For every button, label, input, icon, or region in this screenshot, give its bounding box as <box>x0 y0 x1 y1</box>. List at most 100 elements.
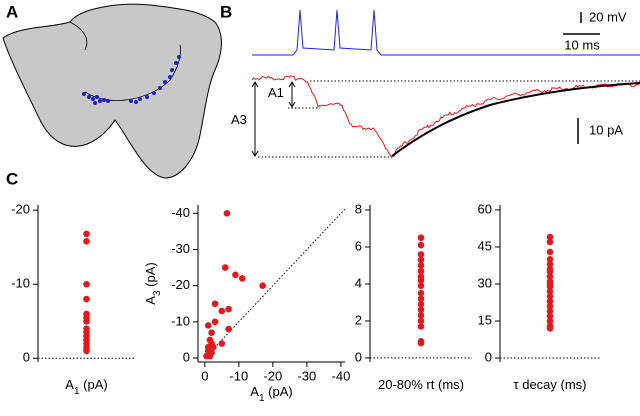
data-point <box>417 256 425 264</box>
data-point <box>225 305 232 313</box>
data-point <box>546 283 554 290</box>
current-trace <box>251 75 640 158</box>
panel-label: B <box>220 2 232 21</box>
y-tick-label: 0 <box>183 349 190 364</box>
data-point <box>546 312 554 320</box>
data-point <box>225 325 232 333</box>
data-point <box>417 262 425 269</box>
trace-label-part: A <box>268 85 277 100</box>
fit-curve <box>391 82 640 157</box>
data-point <box>417 241 425 249</box>
scale-label: 10 pA <box>589 122 623 137</box>
y-tick-label: 60 <box>478 201 492 216</box>
y-tick-label: -20 <box>11 202 30 217</box>
data-point <box>83 280 90 288</box>
y-tick-label: 8 <box>355 201 362 216</box>
cell-dots <box>82 55 181 105</box>
data-point <box>546 293 554 300</box>
trace-label: A3 <box>231 112 247 127</box>
data-point <box>232 271 239 279</box>
data-point <box>218 340 226 347</box>
data-point <box>83 230 90 238</box>
y-tick-label: -20 <box>171 277 190 292</box>
y-tick-label: 4 <box>355 275 362 290</box>
x-tick-label: -20 <box>263 368 282 383</box>
panel-label: C <box>6 169 18 188</box>
x-axis-label-part: 1 <box>74 386 80 397</box>
slice-outline <box>2 3 222 179</box>
x-axis-label: A1 (pA) <box>250 384 292 404</box>
data-point <box>210 343 217 351</box>
x-axis-label-part: A <box>250 384 259 399</box>
data-point <box>417 323 425 330</box>
y-tick-label: 0 <box>485 349 492 364</box>
reference-lines <box>258 80 640 158</box>
y-tick-label: -10 <box>11 276 30 291</box>
data-point <box>221 264 229 271</box>
data-point <box>417 251 425 258</box>
data-point <box>546 256 554 263</box>
data-point <box>546 325 554 332</box>
data-point <box>417 317 425 325</box>
y-tick-label: 15 <box>478 312 492 327</box>
trace-label: A1 <box>268 85 284 100</box>
data-point <box>417 289 425 297</box>
data-point <box>417 295 425 303</box>
data-point <box>417 312 425 319</box>
y-axis-label-part: 3 <box>152 290 163 296</box>
y-axis-label-part: (pA) <box>143 262 158 290</box>
voltage-trace <box>252 9 640 56</box>
trace-label-part: A <box>231 112 240 127</box>
data-point <box>238 275 246 282</box>
x-axis-label: τ decay (ms) <box>513 377 586 392</box>
data-point <box>204 322 212 329</box>
trace-label-part: 1 <box>277 85 284 100</box>
data-point <box>211 300 219 308</box>
identity-line <box>204 208 346 359</box>
data-point <box>417 306 425 314</box>
data-point <box>417 282 425 290</box>
x-axis-label-part: (pA) <box>265 384 293 399</box>
data-point <box>546 233 554 241</box>
slice-fissure <box>69 21 88 51</box>
data-point <box>546 248 554 256</box>
y-tick-label: 0 <box>23 350 30 365</box>
data-point <box>83 317 90 325</box>
x-tick-label: -30 <box>297 368 316 383</box>
y-tick-label: 2 <box>355 312 362 327</box>
x-axis-label-part: A <box>65 377 74 392</box>
x-tick-label: 0 <box>201 368 208 383</box>
data-point <box>546 307 554 315</box>
x-axis-label-part: (pA) <box>80 377 108 392</box>
data-point <box>546 273 554 280</box>
data-point <box>83 347 90 355</box>
data-point <box>546 268 554 275</box>
y-tick-label: -30 <box>171 241 190 256</box>
y-tick-label: 30 <box>478 275 492 290</box>
data-point <box>417 234 425 242</box>
data-point <box>546 302 554 310</box>
data-point <box>546 297 554 305</box>
y-tick-label: -40 <box>171 205 190 220</box>
data-point <box>417 339 425 347</box>
panel-label: A <box>6 2 18 21</box>
y-tick-label: 0 <box>355 349 362 364</box>
data-point <box>206 352 214 360</box>
y-tick-label: 6 <box>355 238 362 253</box>
scale-bars <box>563 12 600 144</box>
x-tick-label: -40 <box>332 368 351 383</box>
y-tick-label: -10 <box>171 313 190 328</box>
x-tick-label: -10 <box>229 368 248 383</box>
trace-label-part: 3 <box>240 112 247 127</box>
data-point <box>546 260 554 268</box>
x-axis-label: 20-80% rt (ms) <box>378 377 464 392</box>
y-axis-label-part: A <box>143 296 158 305</box>
data-point <box>546 317 554 325</box>
scale-label: 10 ms <box>564 37 600 52</box>
scale-label: 20 mV <box>589 9 627 24</box>
data-point <box>259 282 266 289</box>
y-tick-label: 45 <box>478 238 492 253</box>
x-axis-label-part: 1 <box>259 393 265 404</box>
data-point <box>83 295 90 303</box>
